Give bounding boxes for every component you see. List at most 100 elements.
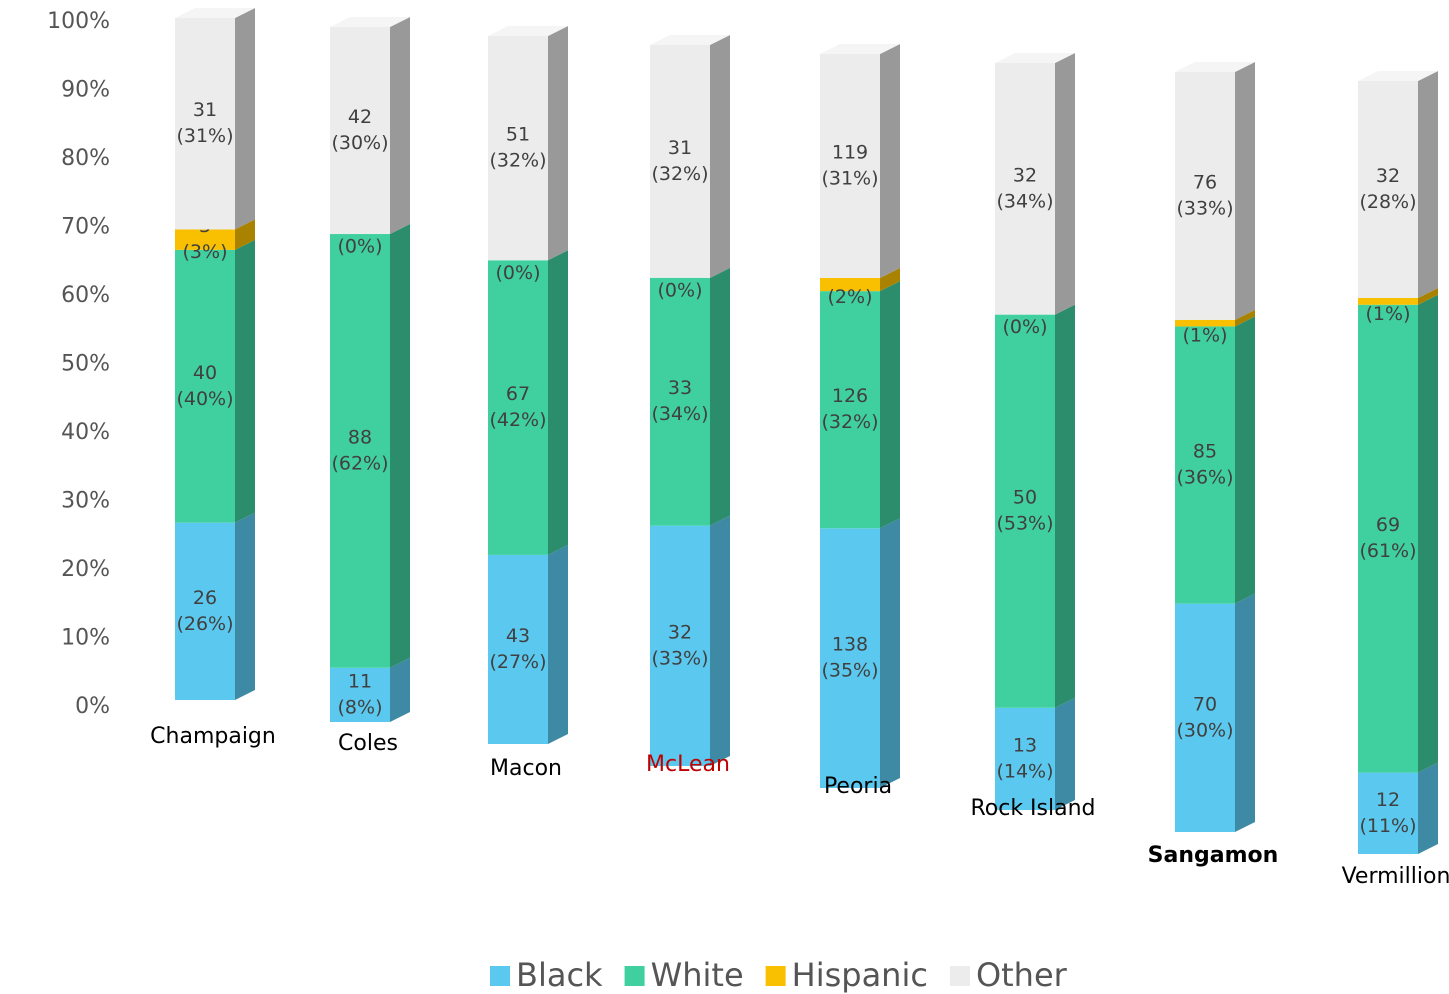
legend-swatch (624, 966, 645, 986)
bar-top-face (175, 8, 255, 18)
bar-segment (820, 54, 880, 278)
data-label-share: (30%) (331, 132, 388, 154)
bar-segment (330, 234, 390, 668)
bar-side-face (1235, 316, 1255, 604)
bar-side-face (390, 224, 410, 668)
data-label-share: (35%) (821, 660, 878, 682)
data-label: 26 (193, 587, 217, 609)
data-label: 43 (506, 625, 530, 647)
data-label-share: (31%) (821, 167, 878, 189)
y-tick-label: 40% (61, 420, 110, 445)
data-label: 32 (668, 621, 692, 643)
data-label-share: (34%) (651, 403, 708, 425)
data-label-share: (0%) (1003, 316, 1048, 338)
data-label-share: (62%) (331, 452, 388, 474)
y-tick-label: 10% (61, 626, 110, 651)
data-label: 119 (832, 141, 868, 163)
data-label: 70 (1193, 693, 1217, 715)
bar-top-face (1175, 62, 1255, 72)
x-tick-label: Peoria (824, 774, 892, 799)
bar-side-face (1235, 62, 1255, 320)
bar-segment (650, 45, 710, 278)
data-label: 76 (1193, 171, 1217, 193)
y-tick-label: 20% (61, 557, 110, 582)
bar-segment (995, 314, 1055, 708)
bar-segment (1175, 603, 1235, 832)
bar-side-face (1418, 71, 1438, 298)
data-label-share: (28%) (1359, 191, 1416, 213)
bar-segment (1175, 319, 1235, 327)
bar-side-face (235, 239, 255, 523)
y-tick-label: 60% (61, 283, 110, 308)
bar-side-face (1235, 593, 1255, 832)
bar-segment (175, 522, 235, 700)
bar-top-face (330, 17, 410, 27)
bar-segment (1358, 304, 1418, 773)
data-label-share: (33%) (651, 647, 708, 669)
bar-side-face (548, 26, 568, 261)
bar-segment (1175, 326, 1235, 604)
legend-label: Other (976, 956, 1068, 994)
legend-swatch (490, 966, 510, 986)
bar-segment (995, 63, 1055, 315)
data-label: 85 (1193, 441, 1217, 463)
data-label: 32 (1013, 164, 1037, 186)
legend-label: Hispanic (792, 956, 928, 994)
bar-top-face (488, 26, 568, 36)
bar-top-face (650, 35, 730, 45)
legend-label: White (651, 956, 744, 994)
bar-segment (820, 277, 880, 292)
bar-segment (330, 27, 390, 235)
bar-side-face (710, 267, 730, 526)
bar-side-face (548, 544, 568, 744)
data-label-share: (0%) (658, 279, 703, 301)
bar-top-face (1358, 71, 1438, 81)
bar-segment (650, 277, 710, 526)
data-label-share: (30%) (1176, 719, 1233, 741)
bar-segment (175, 229, 235, 250)
data-label-share: (40%) (176, 388, 233, 410)
y-tick-label: 100% (47, 9, 110, 34)
data-label: 33 (668, 377, 692, 399)
data-label-share: (14%) (996, 760, 1053, 782)
data-label-share: (42%) (489, 409, 546, 431)
data-label: 40 (193, 362, 217, 384)
data-label-share: (26%) (176, 613, 233, 635)
bar-side-face (1418, 287, 1438, 305)
bar-side-face (390, 17, 410, 235)
x-tick-label: Macon (490, 756, 562, 781)
data-label-share: (1%) (1366, 303, 1411, 325)
data-label-share: (1%) (1183, 325, 1228, 347)
bar-side-face (235, 512, 255, 700)
data-label-share: (8%) (338, 696, 383, 718)
legend-swatch (949, 966, 970, 986)
data-label-share: (11%) (1359, 815, 1416, 837)
bar-side-face (1235, 309, 1255, 327)
y-tick-label: 90% (61, 78, 110, 103)
data-label-share: (27%) (489, 651, 546, 673)
bar-side-face (880, 44, 900, 278)
data-label-share: (3%) (183, 241, 228, 263)
bar-top-face (820, 44, 900, 54)
data-label-share: (0%) (496, 262, 541, 284)
data-label-share: (33%) (1176, 197, 1233, 219)
data-label-share: (32%) (489, 150, 546, 172)
data-label-share: (34%) (996, 190, 1053, 212)
data-label: 31 (668, 137, 692, 159)
bar-side-face (548, 250, 568, 555)
bar-side-face (390, 657, 410, 722)
data-label: 67 (506, 383, 530, 405)
y-tick-label: 70% (61, 215, 110, 240)
bar-segment (330, 667, 390, 722)
data-label-share: (0%) (338, 236, 383, 258)
bar-segment (820, 528, 880, 788)
data-label: 42 (348, 106, 372, 128)
data-label: 13 (1013, 734, 1037, 756)
bar-side-face (1418, 762, 1438, 854)
bar-segment (650, 525, 710, 766)
x-tick-label: Coles (338, 731, 398, 756)
bar-side-face (880, 518, 900, 788)
bar-segment (1358, 297, 1418, 305)
data-label-share: (2%) (828, 286, 873, 308)
legend-label: Black (516, 956, 603, 994)
